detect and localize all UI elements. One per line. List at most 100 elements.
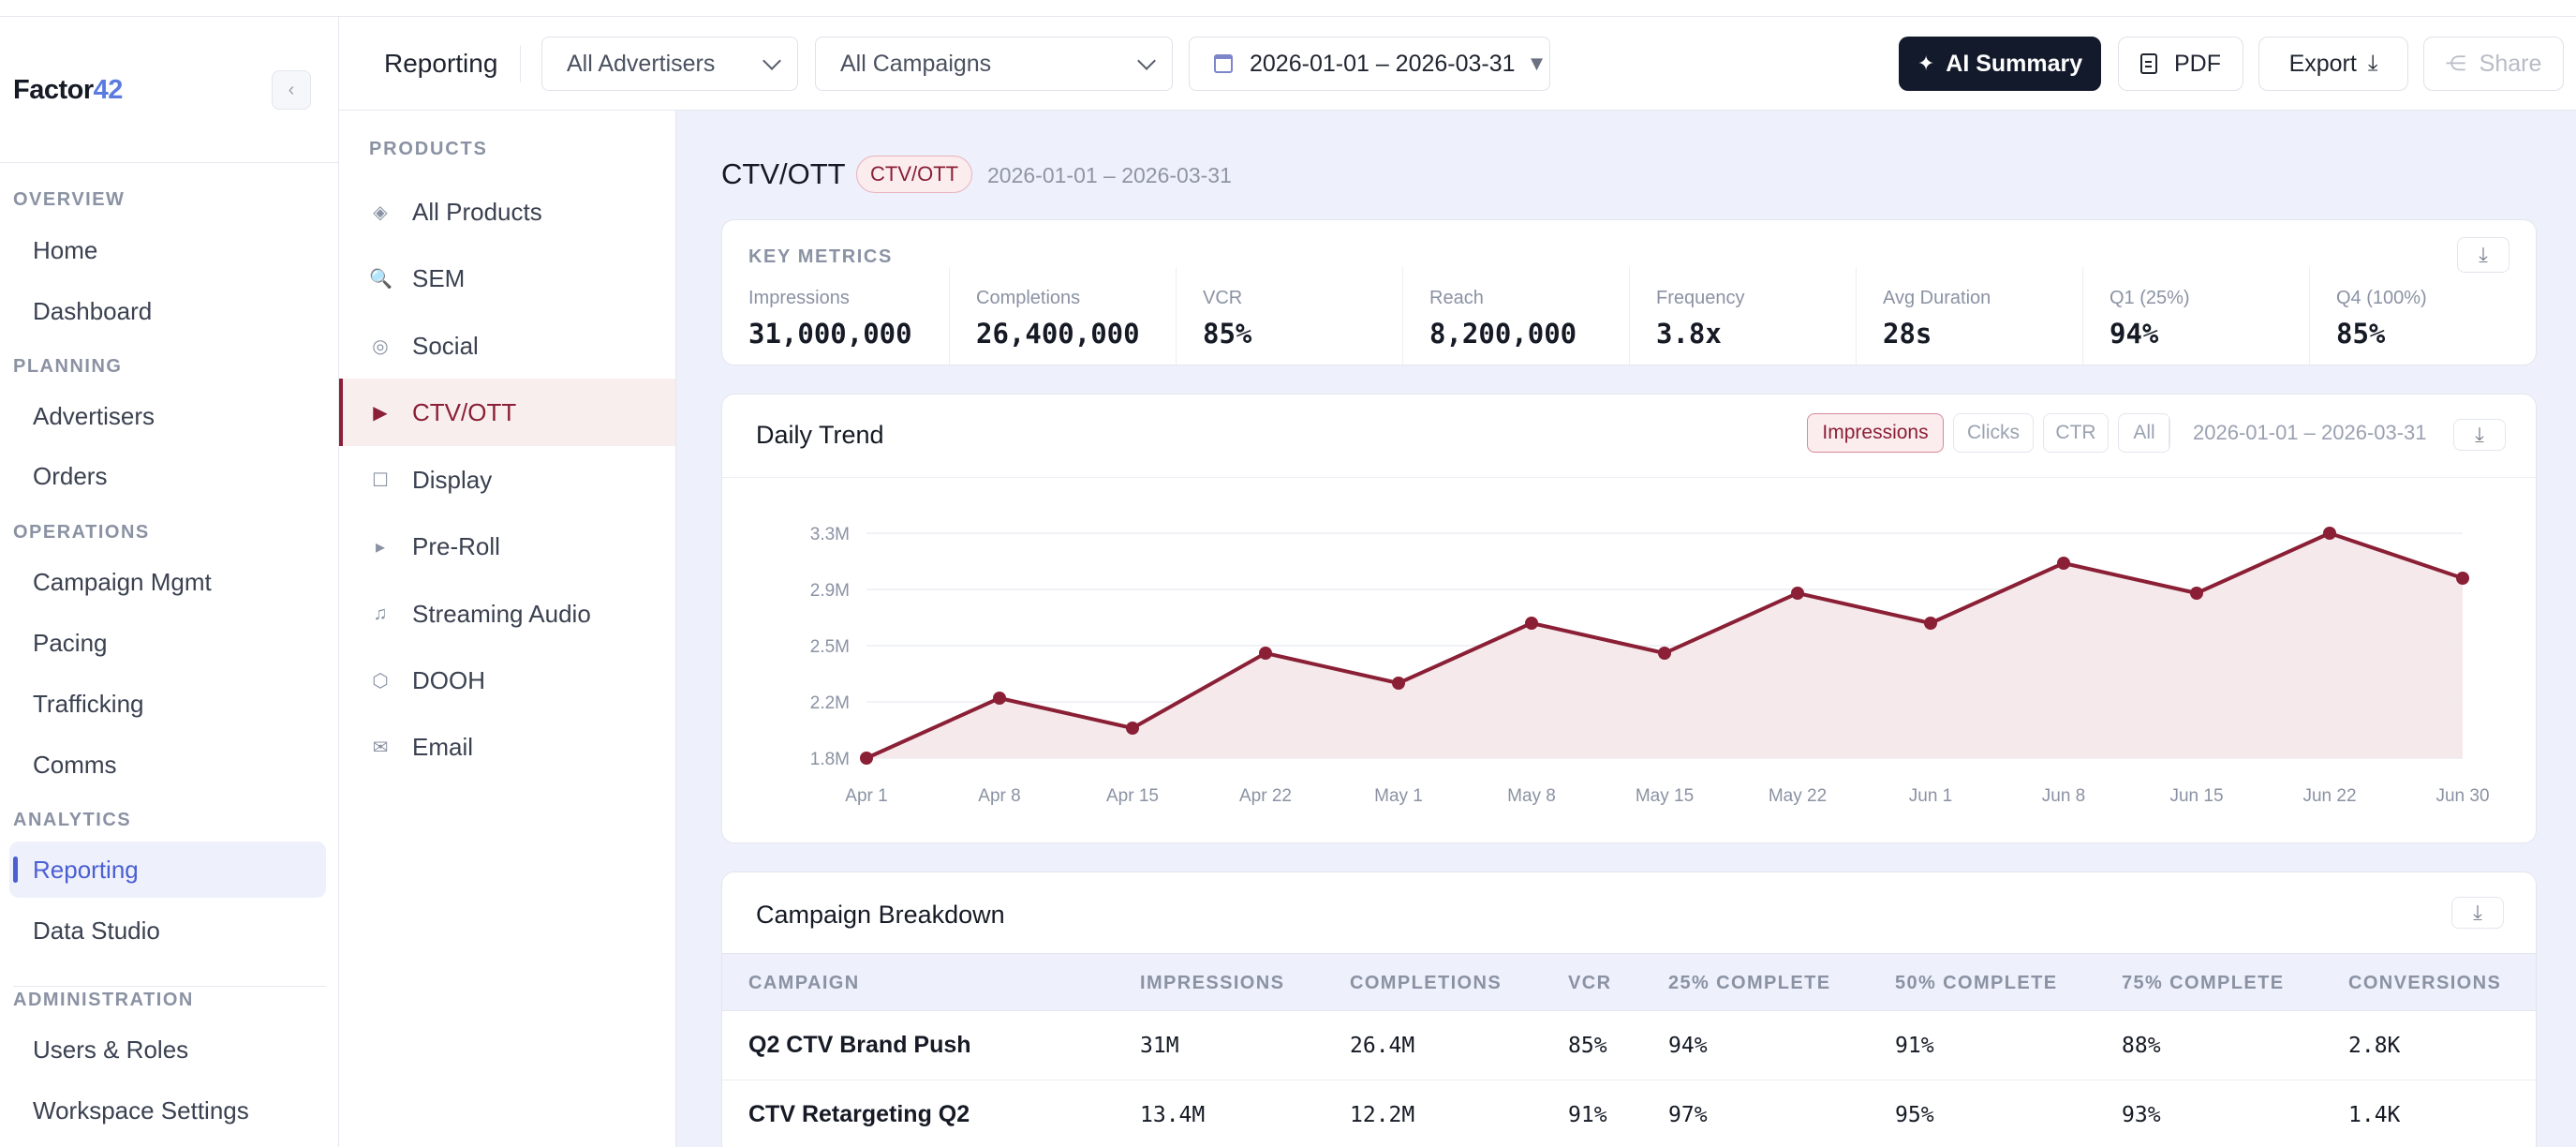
x-tick-label: May 8 xyxy=(1507,786,1556,806)
sidebar-item-advertisers[interactable]: Advertisers xyxy=(33,401,155,430)
sidebar-item-trafficking[interactable]: Trafficking xyxy=(33,689,144,718)
sidebar-separator xyxy=(13,986,326,987)
section-planning: PLANNING xyxy=(13,356,123,377)
chart-data-point xyxy=(2456,572,2469,585)
diamond-icon: ◈ xyxy=(373,201,388,223)
sidebar-item-comms[interactable]: Comms xyxy=(33,750,117,779)
chart-area-fill xyxy=(866,533,2463,758)
cell-conversions: 2.8K xyxy=(2348,1034,2401,1058)
product-social[interactable]: ◎ Social xyxy=(339,312,675,380)
tab-clicks[interactable]: Clicks xyxy=(1953,413,2034,453)
chevron-down-icon xyxy=(762,52,781,70)
cell-vcr: 91% xyxy=(1568,1103,1607,1127)
cell-50-complete: 95% xyxy=(1895,1103,1934,1127)
square-icon: ☐ xyxy=(372,469,389,491)
chart-data-point xyxy=(1525,617,1538,630)
campaign-select[interactable]: All Campaigns xyxy=(815,37,1173,91)
tab-ctr[interactable]: CTR xyxy=(2043,413,2109,453)
cell-vcr: 85% xyxy=(1568,1034,1607,1058)
page-title: CTV/OTT xyxy=(721,157,846,190)
x-tick-label: Apr 15 xyxy=(1106,786,1159,806)
sidebar-item-data-studio[interactable]: Data Studio xyxy=(33,916,160,945)
sidebar-item-orders[interactable]: Orders xyxy=(33,461,108,490)
tab-all[interactable]: All xyxy=(2118,413,2170,453)
x-tick-label: Jun 30 xyxy=(2435,786,2489,806)
metric-avg-duration: Avg Duration 28s xyxy=(1856,267,2082,365)
key-metrics-download-button[interactable]: ⤓ xyxy=(2457,237,2509,273)
cell-completions: 12.2M xyxy=(1350,1103,1415,1127)
x-tick-label: Jun 1 xyxy=(1909,786,1952,806)
advertiser-select[interactable]: All Advertisers xyxy=(541,37,798,91)
table-row[interactable]: CTV Retargeting Q2 13.4M 12.2M 91% 97% 9… xyxy=(722,1080,2536,1147)
product-pre-roll[interactable]: ▸ Pre-Roll xyxy=(339,513,675,580)
x-tick-label: May 22 xyxy=(1769,786,1827,806)
brand-logo[interactable]: Factor42 xyxy=(13,75,123,105)
cell-campaign[interactable]: CTV Retargeting Q2 xyxy=(748,1101,970,1127)
product-all-products[interactable]: ◈ All Products xyxy=(339,178,675,246)
x-tick-label: Apr 22 xyxy=(1239,786,1292,806)
y-tick-label: 2.5M xyxy=(810,637,850,657)
col-75-complete[interactable]: 75% COMPLETE xyxy=(2122,973,2285,993)
cell-impressions: 31M xyxy=(1140,1034,1179,1058)
share-button[interactable]: ⋲ Share xyxy=(2423,37,2564,91)
export-button[interactable]: Export ⤓ xyxy=(2258,37,2408,91)
col-conversions[interactable]: CONVERSIONS xyxy=(2348,973,2502,993)
y-tick-label: 2.9M xyxy=(810,581,850,601)
download-icon: ⤓ xyxy=(2473,901,2482,924)
cell-25-complete: 97% xyxy=(1668,1103,1708,1127)
chart-data-point xyxy=(1924,617,1937,630)
table-header: CAMPAIGN IMPRESSIONS COMPLETIONS VCR 25%… xyxy=(722,953,2536,1011)
hexagon-icon: ⬡ xyxy=(372,670,389,692)
col-25-complete[interactable]: 25% COMPLETE xyxy=(1668,973,1831,993)
music-note-icon: ♫ xyxy=(373,603,388,624)
trend-download-button[interactable]: ⤓ xyxy=(2453,419,2506,451)
col-vcr[interactable]: VCR xyxy=(1568,973,1612,993)
chart-data-point xyxy=(1791,587,1804,600)
table-row[interactable]: Q2 CTV Brand Push 31M 26.4M 85% 94% 91% … xyxy=(722,1011,2536,1080)
product-email[interactable]: ✉ Email xyxy=(339,713,675,781)
sidebar-item-home[interactable]: Home xyxy=(33,235,98,264)
product-ctv-ott[interactable]: ▶ CTV/OTT xyxy=(339,379,675,446)
sidebar-item-dashboard[interactable]: Dashboard xyxy=(33,296,153,325)
sidebar-item-pacing[interactable]: Pacing xyxy=(33,628,108,657)
cell-completions: 26.4M xyxy=(1350,1034,1415,1058)
y-tick-label: 2.2M xyxy=(810,693,850,713)
trend-date-range: 2026-01-01 – 2026-03-31 xyxy=(2193,421,2427,444)
product-sem[interactable]: 🔍 SEM xyxy=(369,263,466,292)
chevron-down-icon xyxy=(1137,52,1156,70)
cell-25-complete: 94% xyxy=(1668,1034,1708,1058)
cell-75-complete: 88% xyxy=(2122,1034,2161,1058)
key-metrics-card: KEY METRICS ⤓ Impressions 31,000,000 Comp… xyxy=(721,219,2537,365)
metric-vcr: VCR 85% xyxy=(1176,267,1402,365)
x-tick-label: May 15 xyxy=(1636,786,1694,806)
sidebar-item-campaign-mgmt[interactable]: Campaign Mgmt xyxy=(33,567,212,596)
page-header-title: Reporting xyxy=(384,49,498,78)
product-dooh[interactable]: ⬡ DOOH xyxy=(339,647,675,714)
breakdown-download-button[interactable]: ⤓ xyxy=(2451,897,2504,929)
sidebar-item-workspace-settings[interactable]: Workspace Settings xyxy=(33,1095,249,1125)
products-panel: PRODUCTS ◈ All Products 🔍 SEM ◎ Social ▶ CTV… xyxy=(339,111,676,1147)
date-range-picker[interactable]: 2026-01-01 – 2026-03-31 ▼ xyxy=(1189,37,1550,91)
sidebar-collapse-button[interactable]: ‹ xyxy=(272,70,311,110)
col-completions[interactable]: COMPLETIONS xyxy=(1350,973,1503,993)
x-tick-label: May 1 xyxy=(1374,786,1423,806)
x-tick-label: Apr 1 xyxy=(845,786,887,806)
col-impressions[interactable]: IMPRESSIONS xyxy=(1140,973,1285,993)
small-play-icon: ▸ xyxy=(375,536,386,558)
daily-trend-title: Daily Trend xyxy=(756,421,884,449)
cell-campaign[interactable]: Q2 CTV Brand Push xyxy=(748,1032,971,1058)
cell-conversions: 1.4K xyxy=(2348,1103,2401,1127)
product-streaming-audio[interactable]: ♫ Streaming Audio xyxy=(339,580,675,648)
sidebar-item-users-roles[interactable]: Users & Roles xyxy=(33,1035,189,1064)
play-icon: ▶ xyxy=(373,402,388,424)
pdf-button[interactable]: PDF xyxy=(2118,37,2243,91)
chart-data-point xyxy=(2057,557,2070,570)
main-content: CTV/OTT CTV/OTT 2026-01-01 – 2026-03-31 … xyxy=(676,111,2576,1147)
sidebar-item-reporting[interactable]: Reporting xyxy=(9,842,326,898)
col-50-complete[interactable]: 50% COMPLETE xyxy=(1895,973,2058,993)
metric-completions: Completions 26,400,000 xyxy=(949,267,1176,365)
product-display[interactable]: ☐ Display xyxy=(339,446,675,514)
tab-impressions[interactable]: Impressions xyxy=(1807,413,1944,453)
col-campaign[interactable]: CAMPAIGN xyxy=(748,973,860,993)
ai-summary-button[interactable]: ✦ AI Summary xyxy=(1899,37,2101,91)
